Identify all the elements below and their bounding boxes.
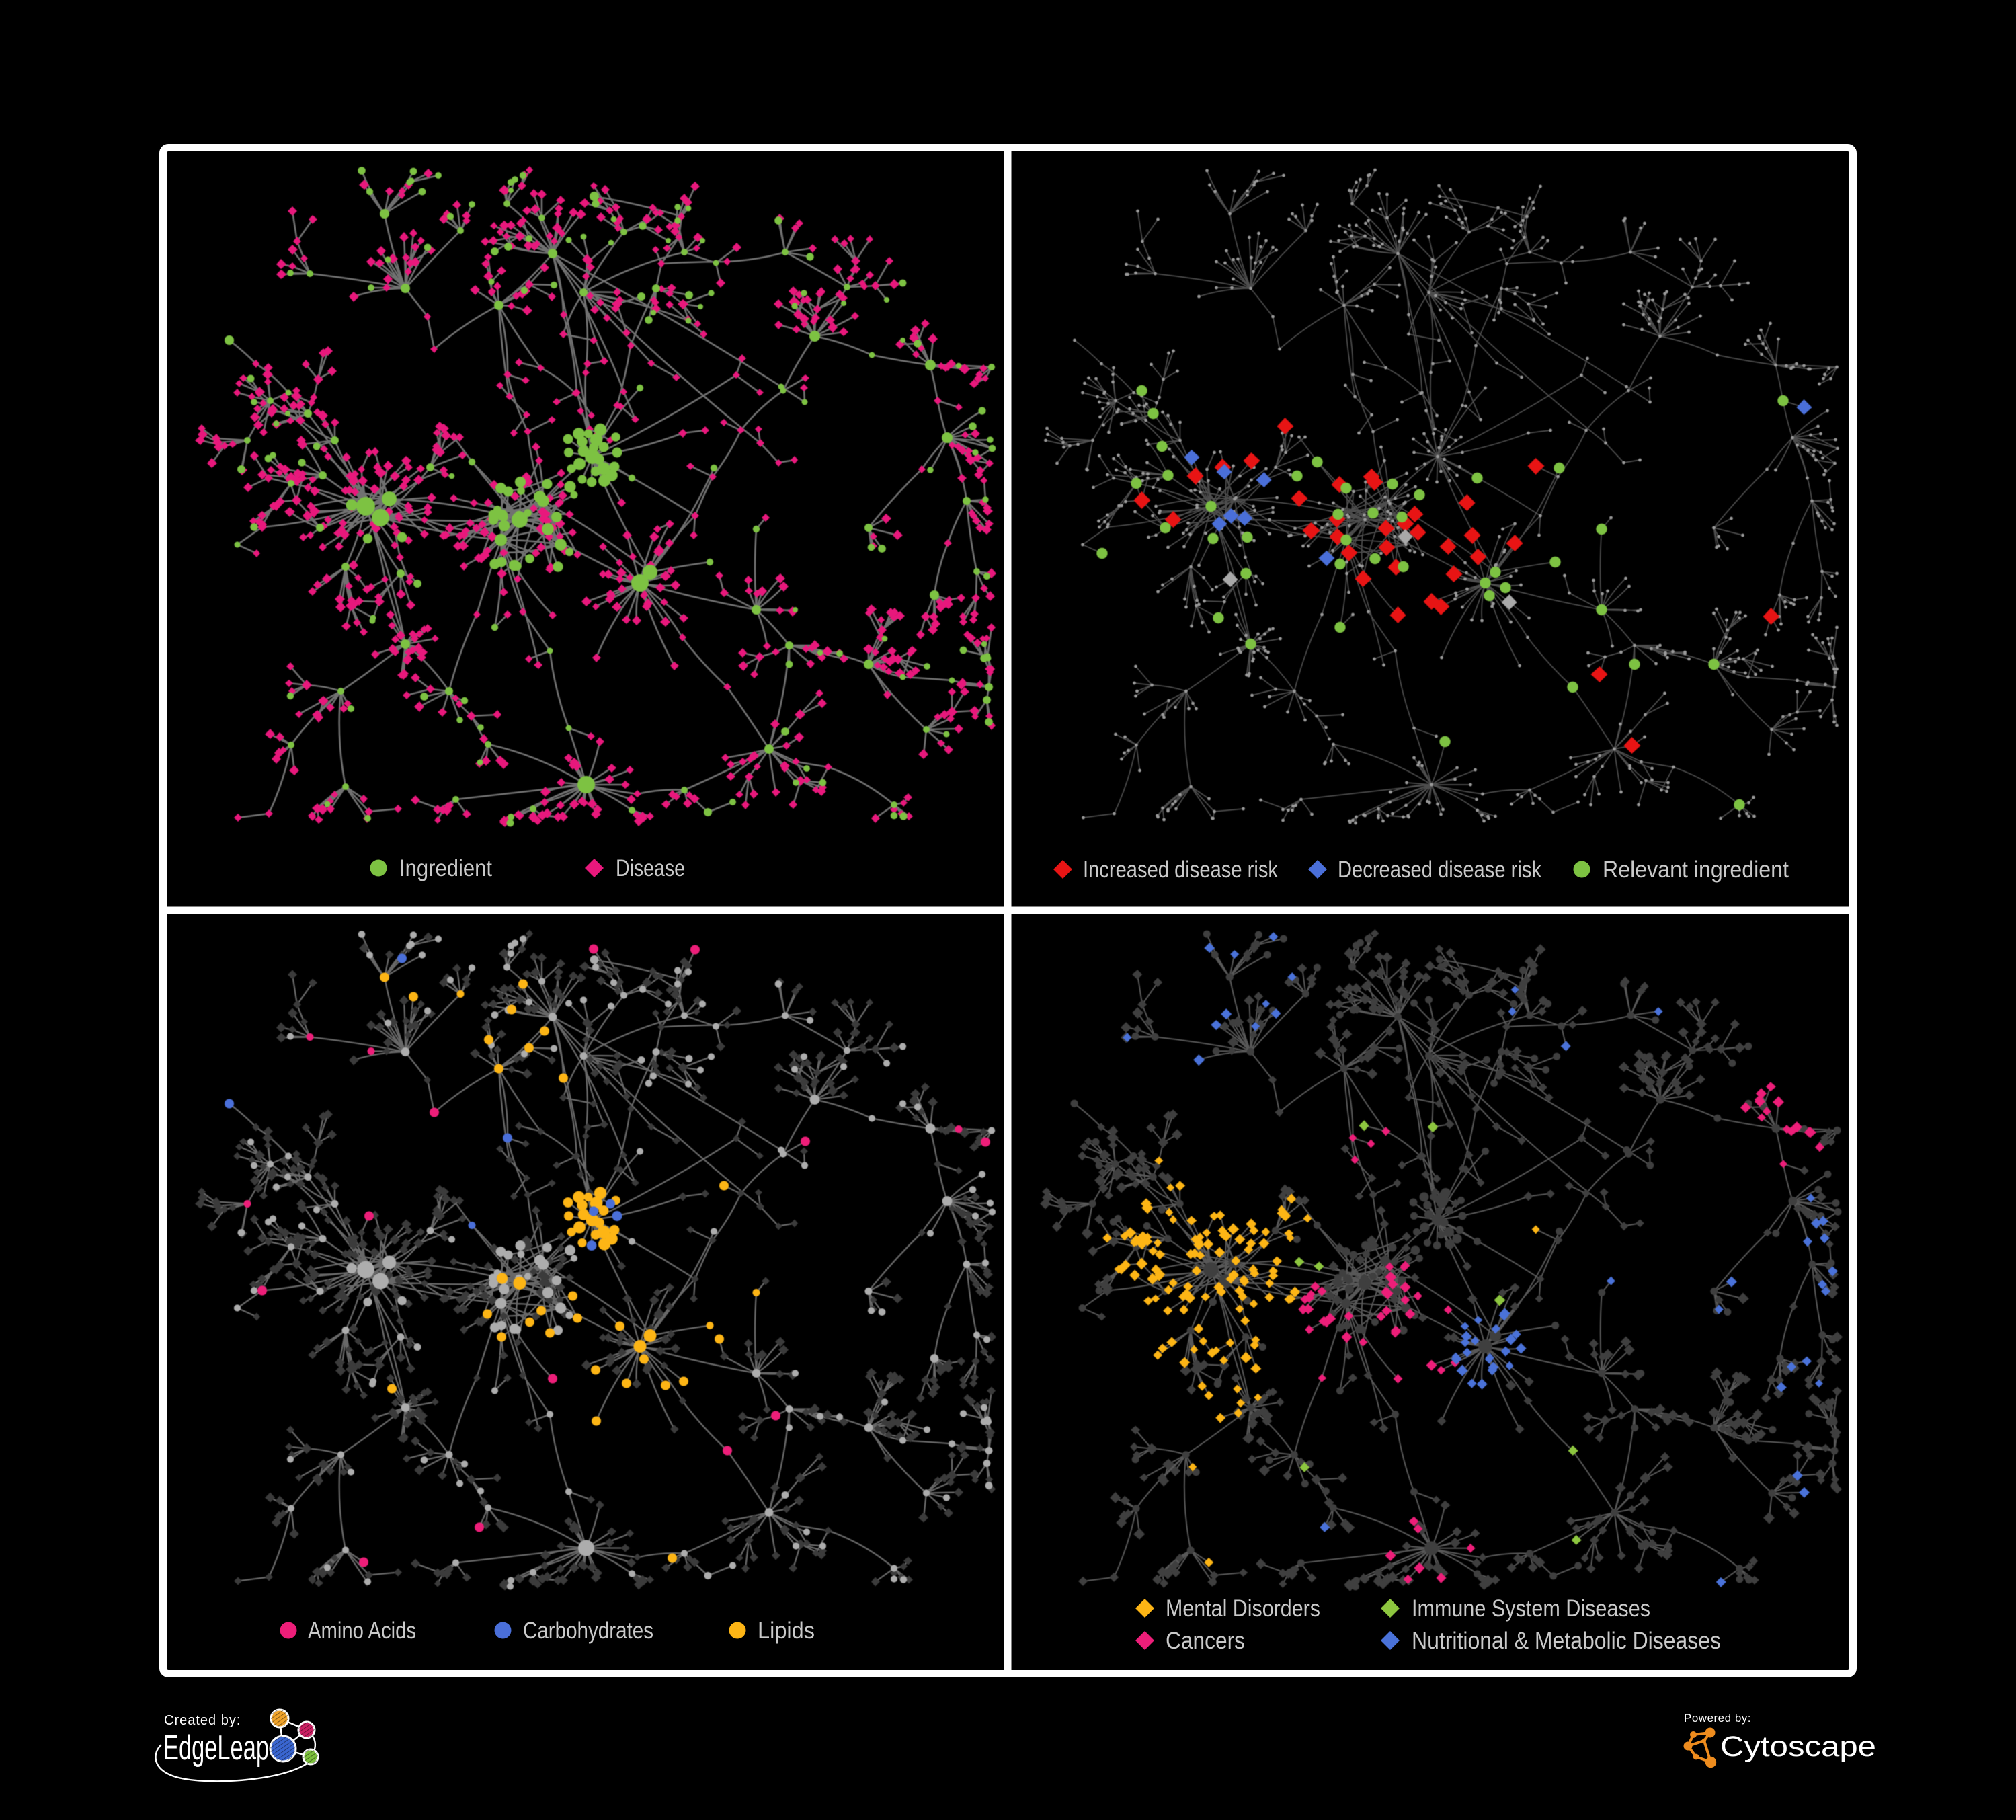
svg-text:Immune System Diseases: Immune System Diseases: [1412, 1595, 1650, 1622]
svg-text:Mental Disorders: Mental Disorders: [1166, 1595, 1320, 1622]
svg-text:Carbohydrates: Carbohydrates: [523, 1618, 653, 1644]
svg-text:Increased disease risk: Increased disease risk: [1083, 857, 1278, 883]
svg-text:Powered by:: Powered by:: [1684, 1712, 1751, 1725]
svg-text:Cancers: Cancers: [1166, 1628, 1245, 1654]
svg-text:EdgeLeap: EdgeLeap: [163, 1729, 269, 1768]
svg-text:Cytoscape: Cytoscape: [1720, 1731, 1876, 1763]
svg-text:Disease: Disease: [616, 855, 685, 881]
svg-text:Lipids: Lipids: [758, 1618, 815, 1644]
svg-text:Nutritional & Metabolic Diseas: Nutritional & Metabolic Diseases: [1412, 1628, 1721, 1654]
svg-text:Created by:: Created by:: [164, 1713, 241, 1728]
svg-text:Relevant ingredient: Relevant ingredient: [1603, 857, 1789, 883]
svg-text:Decreased disease risk: Decreased disease risk: [1338, 857, 1541, 883]
svg-text:Ingredient: Ingredient: [399, 855, 492, 881]
svg-text:Amino Acids: Amino Acids: [308, 1618, 416, 1644]
